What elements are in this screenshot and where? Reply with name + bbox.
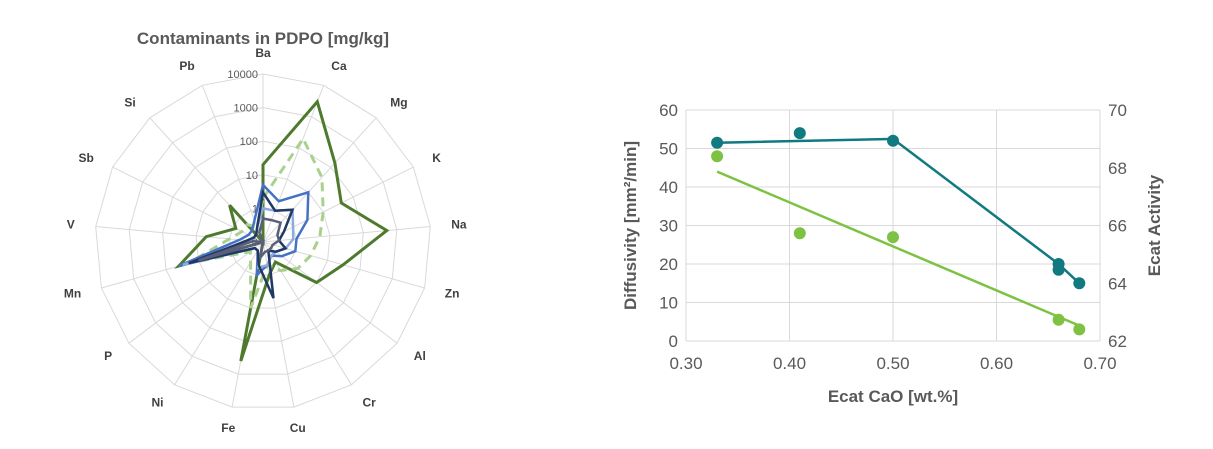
series-1-point <box>711 136 724 149</box>
x-tick-label: 0.60 <box>980 354 1013 373</box>
series-2-point <box>1052 313 1065 326</box>
radar-chart-panel: Contaminants in PDPO [mg/kg] 0 1 10 100 1000 1… <box>0 0 560 444</box>
grid-ring <box>162 140 364 342</box>
spoke <box>262 241 352 386</box>
category-label: V <box>67 218 75 232</box>
x-tick-label: 0.50 <box>876 354 909 373</box>
category-label: Cr <box>363 396 377 410</box>
scatter-chart: 0 10 20 30 40 50 60 62 64 66 68 70 0.30 0.40 0.50 0.60 0… <box>621 101 1164 406</box>
ring-label: 100 <box>240 136 258 148</box>
category-label: Ca <box>331 59 347 73</box>
x-tick-label: 0.70 <box>1083 354 1116 373</box>
grid-ring <box>195 174 331 309</box>
category-label: Fe <box>221 421 235 435</box>
radar-series-1 <box>174 98 390 362</box>
category-label: Cu <box>290 421 306 435</box>
category-label: Al <box>414 349 426 363</box>
spoke <box>201 85 264 243</box>
ring-label: 1 <box>252 203 258 215</box>
category-label: Sb <box>78 151 93 165</box>
category-label: Mn <box>64 287 81 301</box>
radar-chart: Contaminants in PDPO [mg/kg]011010010001… <box>64 29 467 435</box>
category-label: Mg <box>390 95 407 109</box>
y2-tick-label: 66 <box>1108 217 1127 236</box>
category-label: P <box>104 349 112 363</box>
y2-tick-label: 68 <box>1108 159 1127 178</box>
spoke <box>174 241 264 386</box>
category-label: Zn <box>445 287 460 301</box>
category-label: Ba <box>255 46 271 60</box>
series-2-point <box>1073 323 1086 336</box>
x-tick-label: 0.30 <box>669 354 702 373</box>
y-tick-label: 50 <box>659 140 678 159</box>
y-tick-label: 60 <box>659 101 678 120</box>
y-tick-label: 30 <box>659 217 678 236</box>
series-1-point <box>793 127 806 140</box>
y-axis-title: Diffusivity [mm²/min] <box>621 141 640 310</box>
spoke <box>262 166 414 243</box>
x-tick-label: 0.40 <box>773 354 806 373</box>
spoke <box>262 85 325 243</box>
spoke <box>95 226 264 243</box>
series-1-point <box>887 134 899 147</box>
series-2-line <box>716 170 1080 327</box>
series-2-point <box>793 227 806 240</box>
spoke <box>262 226 431 243</box>
series-2-point <box>711 150 724 163</box>
radar-series-6 <box>197 217 283 262</box>
category-label: Ni <box>152 396 164 410</box>
category-label: Si <box>124 95 135 109</box>
series-1-line <box>717 137 1081 285</box>
chart-title: Contaminants in PDPO [mg/kg] <box>137 29 389 48</box>
x-axis-title: Ecat CaO [wt.%] <box>828 387 958 406</box>
series-2-point <box>887 231 899 244</box>
spoke <box>262 117 377 243</box>
series-1-point <box>1073 277 1086 290</box>
y2-tick-label: 64 <box>1108 274 1127 293</box>
spoke <box>128 241 264 344</box>
grid-ring <box>95 73 431 408</box>
radar-series-2 <box>187 135 325 309</box>
y2-tick-label: 70 <box>1108 101 1127 120</box>
y-tick-label: 0 <box>669 332 678 351</box>
ring-label: 10000 <box>227 69 258 81</box>
y-tick-label: 10 <box>659 294 678 313</box>
y2-axis-title: Ecat Activity <box>1145 174 1164 276</box>
ring-label: 1000 <box>234 103 258 115</box>
scatter-chart-panel: 0 10 20 30 40 50 60 62 64 66 68 70 0.30 0.40 0.50 0.60 0… <box>600 0 1213 444</box>
series-1-point <box>1052 263 1065 276</box>
ring-label: 10 <box>246 170 258 182</box>
spoke <box>262 241 295 408</box>
category-label: Na <box>451 218 467 232</box>
spoke <box>262 241 398 344</box>
category-label: K <box>432 151 441 165</box>
category-label: Pb <box>179 59 194 73</box>
grid-ring <box>128 107 398 375</box>
y-tick-label: 20 <box>659 255 678 274</box>
radar-series-5 <box>188 189 295 299</box>
spoke <box>112 166 264 243</box>
y-tick-label: 40 <box>659 178 678 197</box>
y2-tick-label: 62 <box>1108 332 1127 351</box>
